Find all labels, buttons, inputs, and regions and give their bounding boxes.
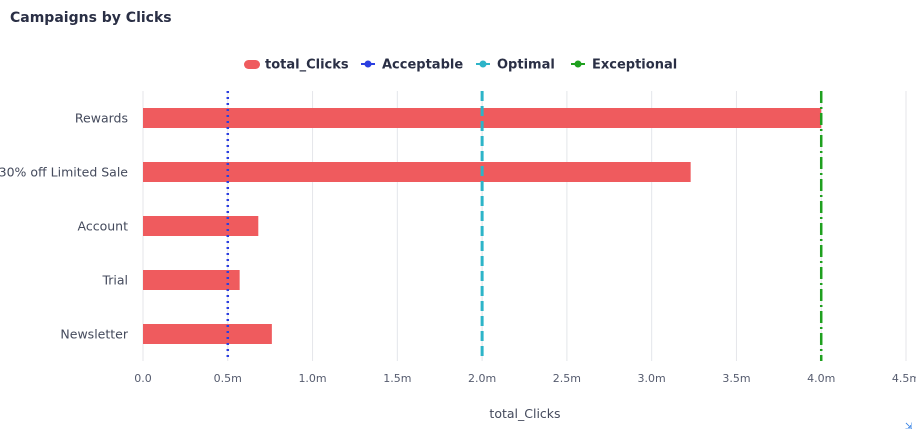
legend-swatch-marker — [479, 60, 487, 68]
legend-label: Optimal — [497, 58, 555, 73]
bars — [143, 108, 822, 344]
legend[interactable]: total_Clicks Acceptable Optimal Exceptional — [244, 58, 677, 73]
x-tick-labels: 0.0 0.5m 1.0m 1.5m 2.0m 2.5m 3.0m 3.5m 4.0m 4.5m — [134, 372, 916, 385]
category-label: Rewards — [75, 111, 128, 126]
legend-swatch — [244, 60, 260, 69]
x-tick-label: 1.5m — [383, 372, 411, 385]
category-label: Trial — [101, 273, 128, 288]
x-tick-label: 2.0m — [468, 372, 496, 385]
bar[interactable] — [143, 270, 240, 290]
bar[interactable] — [143, 108, 822, 128]
category-label: 30% off Limited Sale — [0, 165, 128, 180]
legend-label: Acceptable — [382, 58, 463, 73]
x-tick-label: 2.5m — [553, 372, 581, 385]
x-tick-label: 3.5m — [722, 372, 750, 385]
category-labels: Rewards 30% off Limited Sale Account Trial N… — [0, 111, 129, 342]
legend-item-acceptable[interactable]: Acceptable — [361, 58, 463, 73]
legend-item-optimal[interactable]: Optimal — [476, 58, 555, 73]
resize-handle-icon[interactable]: ⇲ — [905, 422, 913, 432]
x-tick-label: 0.5m — [214, 372, 242, 385]
legend-label: Exceptional — [592, 58, 677, 73]
category-label: Newsletter — [60, 327, 128, 342]
x-tick-label: 3.0m — [638, 372, 666, 385]
chart-title: Campaigns by Clicks — [10, 10, 172, 26]
x-tick-label: 4.0m — [807, 372, 835, 385]
x-axis-title: total_Clicks — [489, 406, 560, 421]
legend-item-exceptional[interactable]: Exceptional — [571, 58, 677, 73]
bar[interactable] — [143, 324, 272, 344]
legend-item-total_clicks[interactable]: total_Clicks — [244, 58, 349, 73]
x-tick-label: 4.5m — [892, 372, 916, 385]
legend-swatch-marker — [364, 60, 372, 68]
legend-swatch-marker — [574, 60, 582, 68]
category-label: Account — [78, 219, 129, 234]
reference-lines — [226, 91, 823, 361]
x-tick-label: 1.0m — [298, 372, 326, 385]
bar[interactable] — [143, 162, 691, 182]
x-tick-label: 0.0 — [134, 372, 152, 385]
legend-label: total_Clicks — [265, 58, 349, 73]
bar[interactable] — [143, 216, 259, 236]
